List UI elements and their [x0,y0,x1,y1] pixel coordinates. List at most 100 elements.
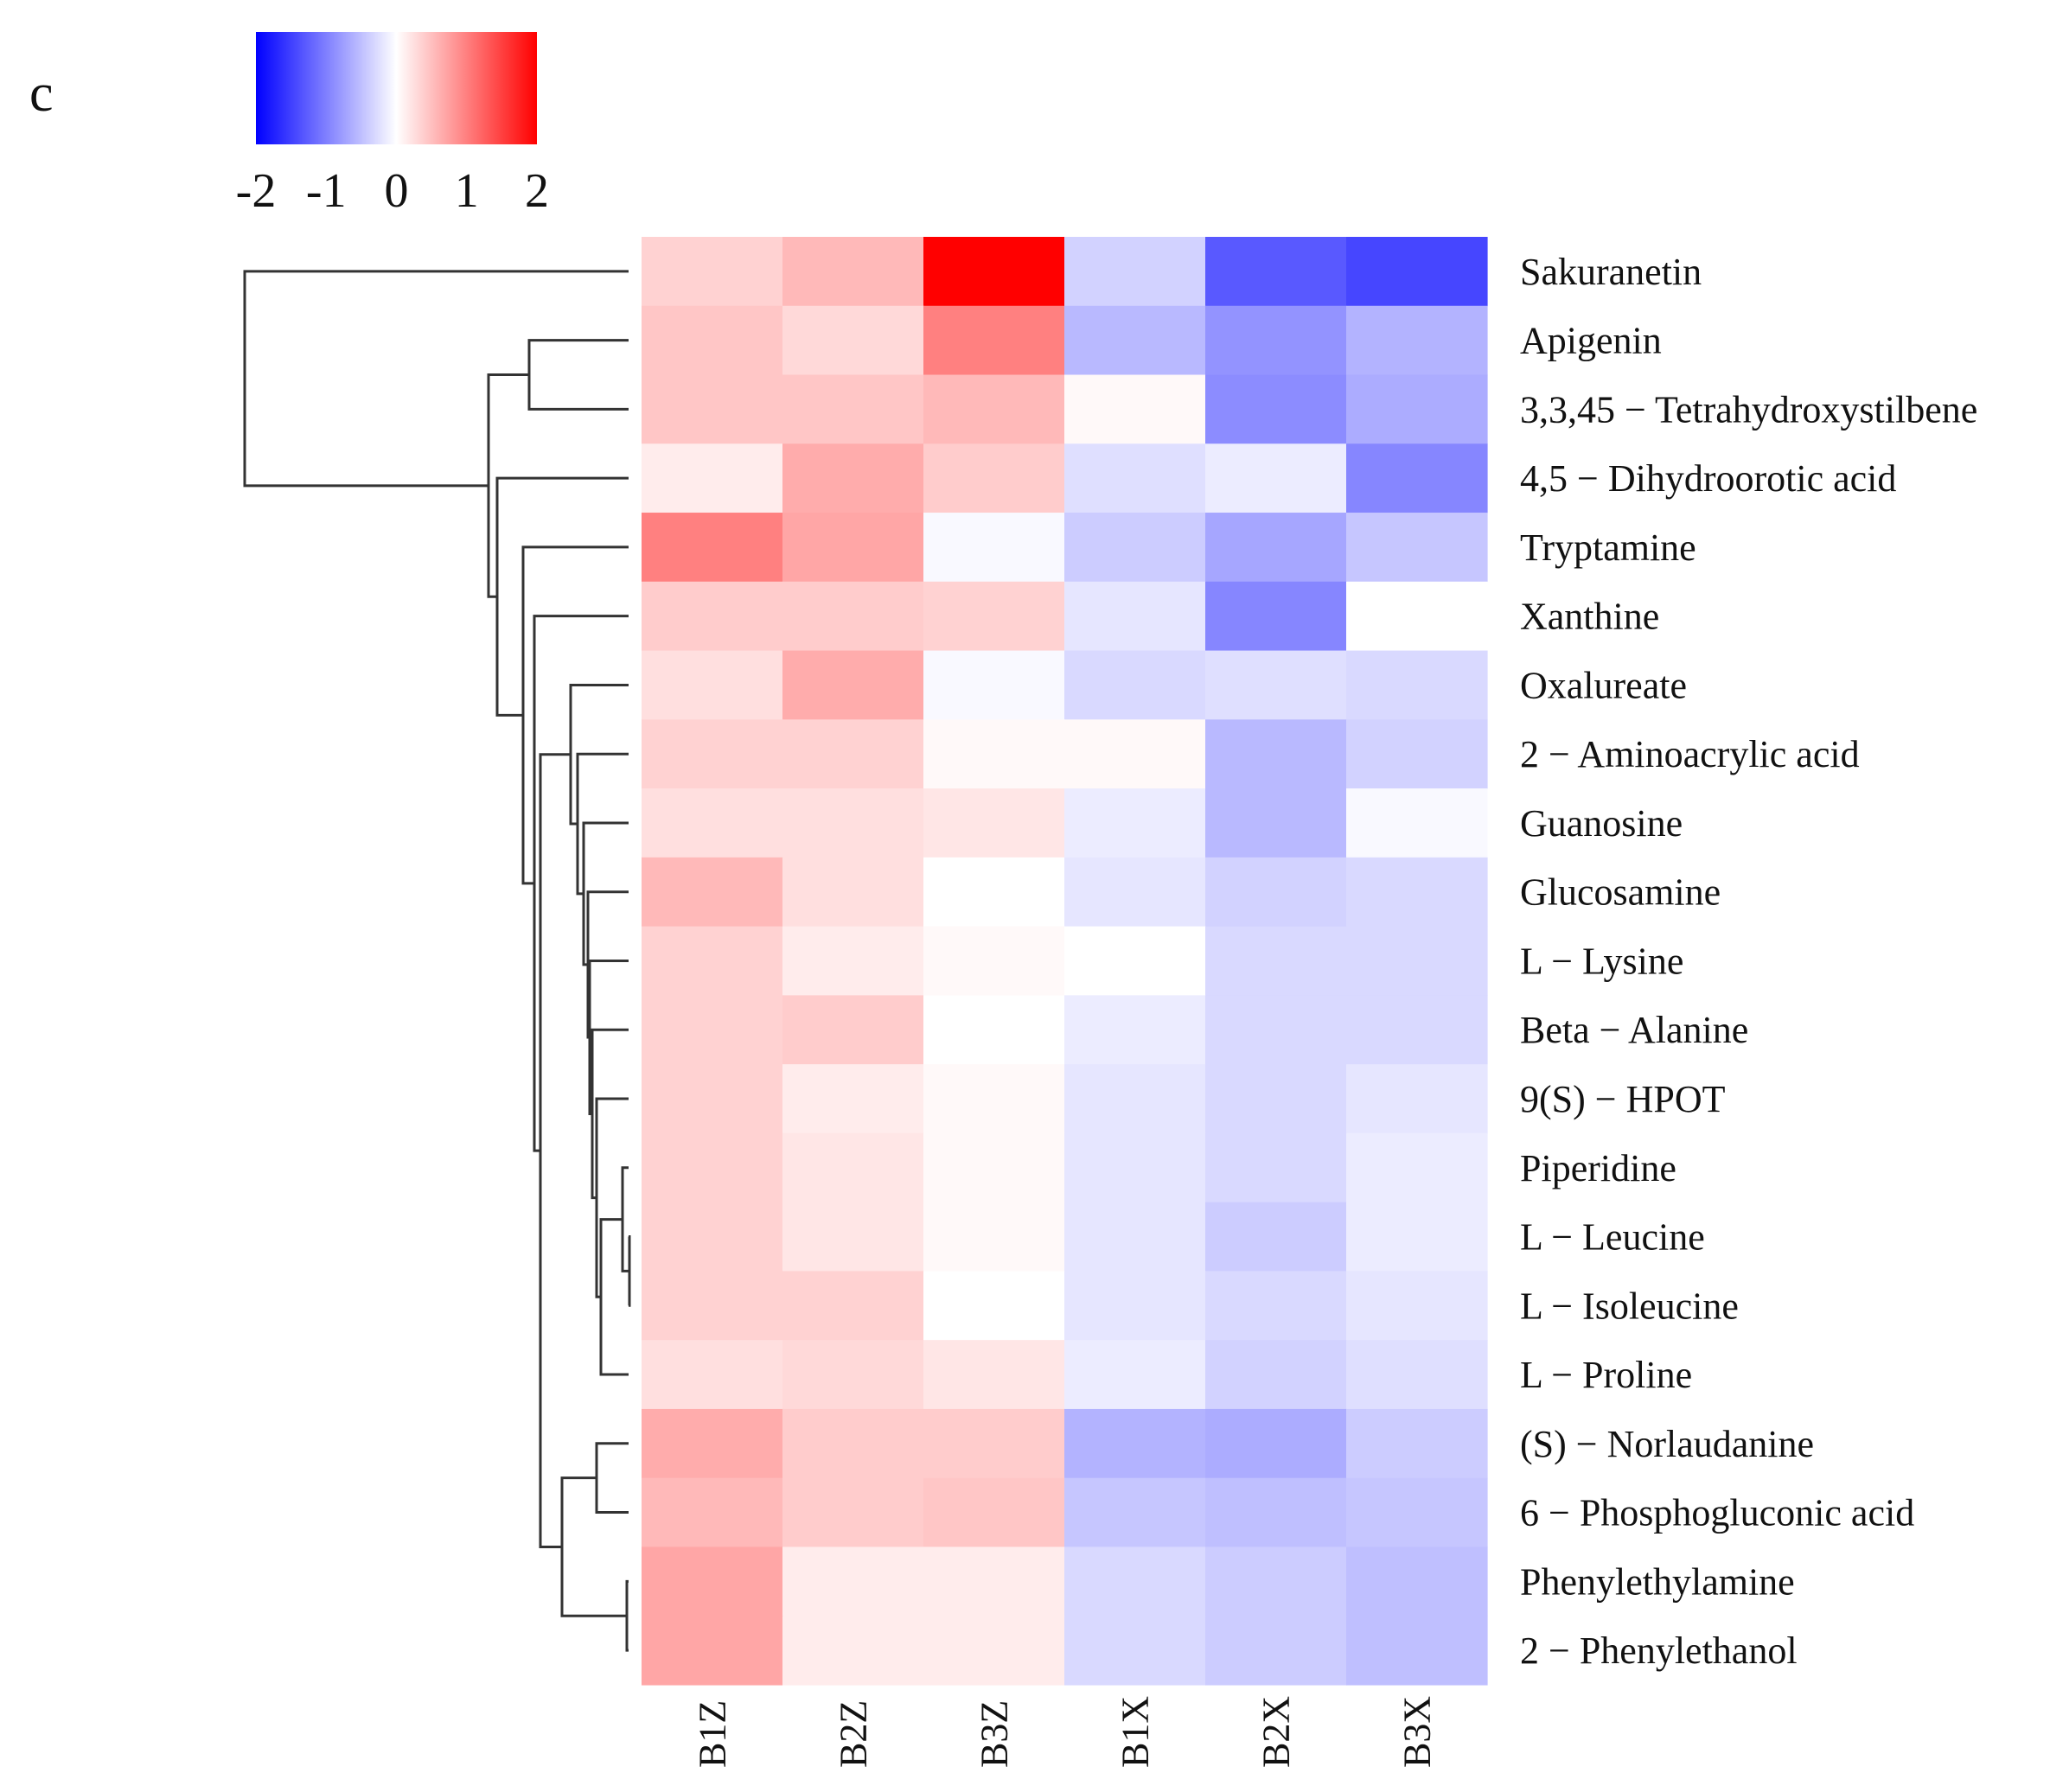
heatmap-cell [923,374,1065,444]
heatmap-cell [1064,237,1206,307]
heatmap-cell [1346,1408,1488,1479]
heatmap-cell [1205,513,1347,583]
row-label: Xanthine [1520,596,1659,638]
heatmap-cell [1064,650,1206,720]
heatmap-cell [1205,237,1347,307]
heatmap-cell [923,650,1065,720]
heatmap-cell [782,443,924,513]
heatmap-cell [782,1616,924,1686]
heatmap-cell [642,926,783,996]
heatmap-cell [782,374,924,444]
row-label: Glucosamine [1520,871,1721,914]
heatmap-cell [642,1408,783,1479]
heatmap-cell [1205,788,1347,858]
heatmap-cell [782,788,924,858]
heatmap-cell [1346,1064,1488,1134]
heatmap-cell [782,305,924,376]
dendrogram-branch [560,1476,627,1617]
heatmap-cell [1346,1340,1488,1410]
heatmap-cell [1205,1546,1347,1617]
heatmap-cell [1064,1271,1206,1341]
heatmap-cell [1346,857,1488,928]
row-label: Oxalureate [1520,664,1687,706]
heatmap-cell [923,1340,1065,1410]
row-label: (S) − Norlaudanine [1520,1423,1814,1465]
heatmap-cell [1205,581,1347,652]
heatmap-cell [1346,1546,1488,1617]
heatmap-cell [782,1477,924,1548]
colorbar-gradient [256,32,537,144]
heatmap-cell [782,926,924,996]
heatmap-cell [1064,581,1206,652]
heatmap-cell [1064,443,1206,513]
heatmap-cell [1346,1202,1488,1272]
heatmap-cell [923,1477,1065,1548]
heatmap-cell [642,1616,783,1686]
row-label: Beta − Alanine [1520,1009,1748,1051]
heatmap-cell [642,719,783,789]
dendrogram-branch [582,821,629,966]
heatmap-cell [1205,1340,1347,1410]
row-label: Piperidine [1520,1147,1676,1189]
dendrogram-branch [599,1218,629,1376]
heatmap-cell [923,305,1065,376]
dendrogram-branch [595,1442,629,1515]
heatmap-cell [1346,719,1488,789]
heatmap-cell [1064,1064,1206,1134]
heatmap-cell [642,1477,783,1548]
heatmap-cell [1064,719,1206,789]
heatmap-cell [1346,788,1488,858]
heatmap-cell [642,1202,783,1272]
heatmap-cell [1346,1477,1488,1548]
heatmap-cell [782,1546,924,1617]
heatmap-cell [1205,1064,1347,1134]
heatmap-cell [642,1340,783,1410]
heatmap-cell [782,1271,924,1341]
heatmap-cell [923,857,1065,928]
row-label: 6 − Phosphogluconic acid [1520,1492,1914,1534]
dendrogram-branch [625,1579,629,1652]
heatmap-cell [1346,1616,1488,1686]
heatmap-cell [782,650,924,720]
column-label: B1X [1114,1696,1157,1768]
heatmap-cell [1346,995,1488,1065]
heatmap-cell [1064,1132,1206,1203]
colorbar: -2 -1 0 1 2 [236,32,549,218]
row-label: L − Isoleucine [1520,1285,1739,1327]
heatmap-cell [1064,1202,1206,1272]
column-label: B1Z [692,1700,734,1768]
heatmap-cell [642,443,783,513]
heatmap-cell [1064,305,1206,376]
heatmap-cell [1064,374,1206,444]
column-label: B2X [1255,1696,1298,1768]
heatmap-cell [642,581,783,652]
heatmap-cell [642,305,783,376]
heatmap-cell [1346,1132,1488,1203]
heatmap-cell [923,995,1065,1065]
heatmap-cell [1205,926,1347,996]
heatmap-cell [1064,1477,1206,1548]
heatmap-cell [642,1546,783,1617]
heatmap-cell [1205,719,1347,789]
heatmap-cell [1205,857,1347,928]
heatmap-cell [923,926,1065,996]
heatmap-cell [1205,1132,1347,1203]
heatmap-cell [1346,513,1488,583]
heatmap-cell [923,788,1065,858]
heatmap-cell [1205,1408,1347,1479]
heatmap-cell [782,719,924,789]
colorbar-tick-label: -1 [306,164,347,218]
dendrogram-branch [495,476,629,717]
row-label: 9(S) − HPOT [1520,1078,1726,1120]
heatmap-cell [923,513,1065,583]
dendrogram-branch [533,615,629,1152]
column-label: B3Z [974,1700,1016,1768]
row-label: Apigenin [1520,320,1662,362]
heatmap-cell [642,1132,783,1203]
row-label: 2 − Phenylethanol [1520,1629,1798,1672]
colorbar-ticks: -2 -1 0 1 2 [236,164,549,218]
heatmap-cell [923,237,1065,307]
heatmap-cell [923,1408,1065,1479]
heatmap-cell [1064,1340,1206,1410]
heatmap-cell [1346,1271,1488,1341]
